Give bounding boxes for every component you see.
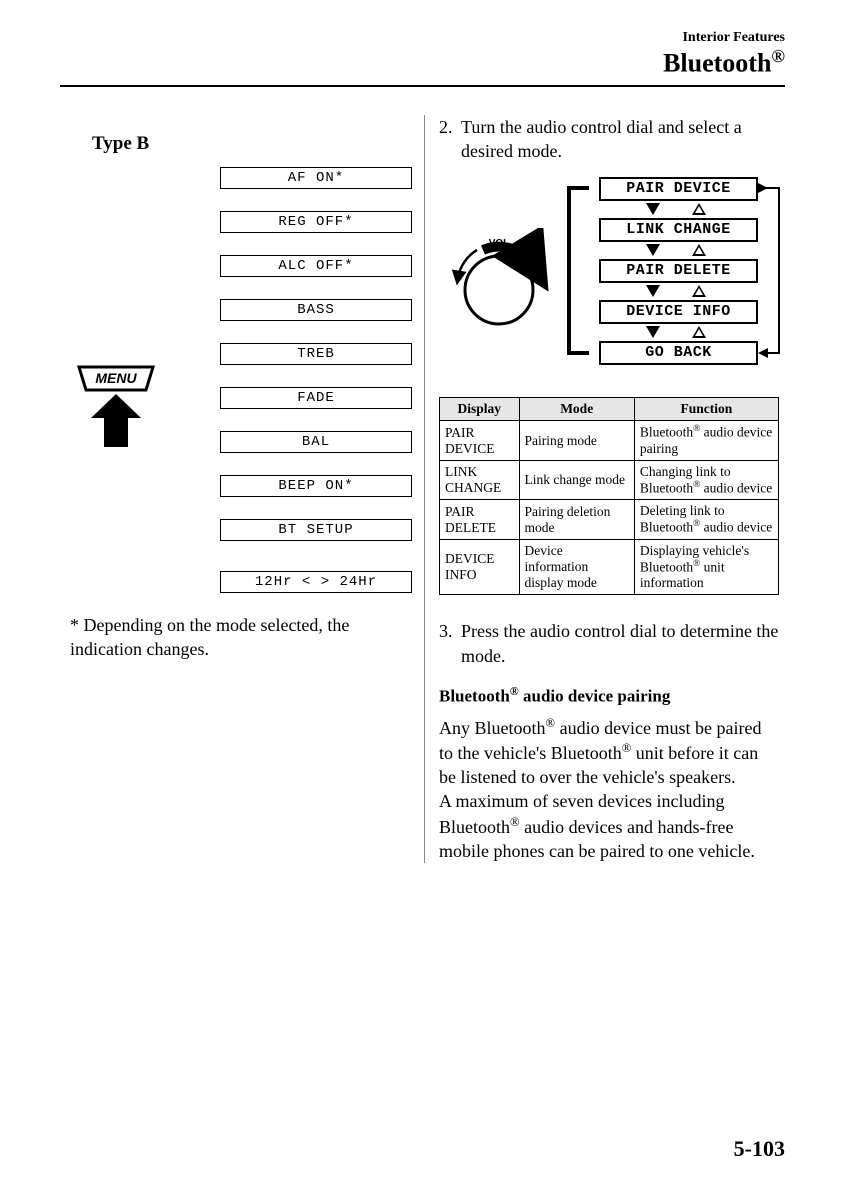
menu-stack-diagram: MENU AF ON* REG OFF* ALC OFF* BASS TREB FADE B… (70, 167, 410, 605)
mode-table: DisplayModeFunction PAIR DEVICEPairing m… (439, 397, 779, 595)
vol-dial-icon: VOL (441, 228, 551, 338)
menu-item: BT SETUP (220, 519, 412, 541)
header-rule (60, 85, 785, 87)
header-category: Interior Features (60, 30, 785, 46)
flow-box: GO BACK (599, 341, 758, 365)
flow-diagram: VOL PAIR DEVICE LINK CHANGE PAIR DELETE DEV… (439, 173, 779, 393)
step-2: 2. Turn the audio control dial and selec… (439, 115, 779, 164)
pairing-para: Any Bluetooth® audio device must be pair… (439, 715, 779, 864)
menu-item: TREB (220, 343, 412, 365)
type-b-heading: Type B (92, 133, 410, 155)
menu-item: BAL (220, 431, 412, 453)
pairing-heading: Bluetooth® audio device pairing (439, 684, 779, 707)
table-cell: Changing link to Bluetooth® audio device (634, 460, 778, 500)
table-cell: Pairing deletion mode (519, 500, 634, 540)
arrow-down-icon (646, 244, 660, 256)
step-3: 3. Press the audio control dial to deter… (439, 619, 779, 668)
table-row: PAIR DELETEPairing deletion modeDeleting… (440, 500, 779, 540)
table-cell: LINK CHANGE (440, 460, 520, 500)
table-header: Mode (519, 398, 634, 421)
arrow-up-icon (692, 326, 706, 338)
table-cell: PAIR DELETE (440, 500, 520, 540)
arrow-up-icon (692, 244, 706, 256)
flow-box: PAIR DELETE (599, 259, 758, 283)
menu-button-label: MENU (95, 370, 137, 386)
table-header: Function (634, 398, 778, 421)
table-cell: Pairing mode (519, 421, 634, 461)
table-cell: Deleting link to Bluetooth® audio device (634, 500, 778, 540)
table-cell: Link change mode (519, 460, 634, 500)
svg-text:VOL: VOL (489, 238, 510, 249)
table-cell: DEVICE INFO (440, 539, 520, 595)
table-cell: Device information display mode (519, 539, 634, 595)
footnote-text: * Depending on the mode selected, the in… (70, 613, 410, 662)
page-number: 5-103 (734, 1136, 785, 1162)
menu-item: REG OFF* (220, 211, 412, 233)
arrow-down-icon (646, 203, 660, 215)
table-cell: Bluetooth® audio device pairing (634, 421, 778, 461)
table-cell: Displaying vehicle's Bluetooth® unit inf… (634, 539, 778, 595)
flow-box: PAIR DEVICE (599, 177, 758, 201)
arrow-up-icon (692, 285, 706, 297)
arrow-up-icon (692, 203, 706, 215)
flow-box: DEVICE INFO (599, 300, 758, 324)
table-row: LINK CHANGELink change modeChanging link… (440, 460, 779, 500)
arrow-down-icon (646, 285, 660, 297)
menu-item: AF ON* (220, 167, 412, 189)
flow-box: LINK CHANGE (599, 218, 758, 242)
table-row: DEVICE INFODevice information display mo… (440, 539, 779, 595)
header-title: Bluetooth® (60, 46, 785, 79)
menu-item: ALC OFF* (220, 255, 412, 277)
menu-item: FADE (220, 387, 412, 409)
menu-button-graphic: MENU (76, 362, 156, 457)
menu-item: BEEP ON* (220, 475, 412, 497)
menu-item: BASS (220, 299, 412, 321)
arrow-down-icon (646, 326, 660, 338)
table-cell: PAIR DEVICE (440, 421, 520, 461)
table-row: PAIR DEVICEPairing modeBluetooth® audio … (440, 421, 779, 461)
table-header: Display (440, 398, 520, 421)
menu-item: 12Hr < > 24Hr (220, 571, 412, 593)
